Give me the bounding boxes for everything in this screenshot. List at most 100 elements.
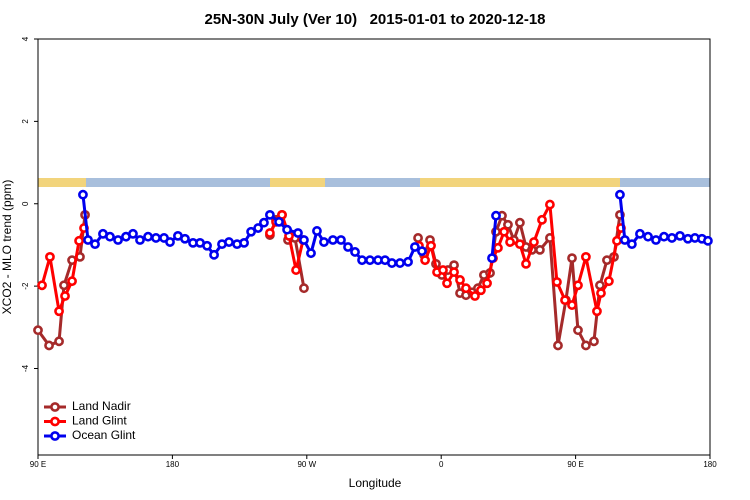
data-point (60, 291, 70, 301)
data-point (589, 336, 599, 347)
data-point (514, 239, 525, 250)
data-point (357, 255, 367, 266)
data-point (659, 231, 669, 242)
data-point (224, 237, 234, 247)
data-point (253, 223, 264, 233)
data-point (265, 228, 275, 238)
data-point (595, 280, 605, 291)
data-point (545, 199, 555, 210)
data-point (505, 237, 515, 247)
data-point (365, 255, 375, 266)
data-point (410, 242, 420, 252)
legend-label: Land Nadir (72, 399, 131, 413)
data-point (293, 228, 303, 238)
data-point (67, 276, 77, 287)
land-ocean-strip (38, 178, 710, 187)
data-point (581, 340, 591, 351)
data-point (202, 240, 212, 251)
data-point (403, 256, 413, 267)
data-point (209, 249, 219, 260)
data-point (413, 233, 423, 243)
data-point (328, 235, 338, 245)
plot-frame (37, 38, 711, 456)
data-point (493, 242, 503, 253)
data-point (83, 235, 93, 245)
data-point (350, 247, 360, 257)
data-point (560, 295, 570, 306)
y-tick-label: -2 (21, 282, 30, 290)
legend-label: Land Glint (72, 414, 127, 428)
data-point (387, 258, 397, 268)
data-point (615, 189, 625, 200)
data-point (74, 235, 84, 246)
data-point (113, 235, 123, 245)
data-point (54, 306, 64, 317)
x-tick-label: 180 (703, 460, 717, 469)
data-point (552, 277, 562, 287)
data-point (619, 235, 630, 245)
x-axis-label: Longitude (349, 476, 402, 490)
data-point (33, 325, 43, 336)
data-point (343, 242, 353, 252)
data-point (476, 285, 486, 296)
data-point (291, 265, 301, 275)
data-point (299, 283, 309, 294)
data-point (703, 235, 713, 246)
data-point (567, 300, 577, 310)
data-point (635, 228, 645, 239)
data-point (573, 280, 583, 291)
legend-label: Ocean Glint (72, 428, 136, 442)
data-point (128, 228, 138, 239)
y-tick-label: 2 (21, 119, 30, 124)
data-point (319, 237, 329, 247)
data-point (455, 275, 465, 285)
data-point (537, 214, 547, 225)
data-point (78, 189, 88, 200)
legend-marker (50, 416, 60, 427)
y-axis-label: XCO2 - MLO trend (ppm) (0, 180, 14, 315)
data-point (612, 235, 622, 246)
data-point (395, 258, 405, 268)
data-point (265, 209, 275, 220)
data-point (596, 288, 606, 299)
data-point (442, 278, 452, 289)
legend-marker (50, 431, 60, 441)
data-point (487, 253, 497, 264)
data-point (90, 239, 100, 250)
data-point (449, 267, 459, 278)
data-point (514, 217, 525, 228)
land-strip (270, 178, 325, 187)
ocean-strip (38, 178, 710, 187)
data-point (592, 306, 602, 317)
data-point (417, 246, 427, 257)
y-tick-label: 0 (21, 201, 30, 206)
data-point (535, 244, 545, 255)
data-point (482, 278, 492, 289)
data-point (259, 217, 269, 228)
data-point (54, 336, 64, 347)
data-point (503, 219, 513, 230)
data-point (282, 224, 292, 235)
data-point (667, 233, 677, 243)
data-point (336, 235, 346, 245)
x-tick-label: 180 (166, 460, 180, 469)
x-tick-label: 0 (439, 460, 444, 469)
data-point (438, 265, 448, 275)
series-line (40, 203, 623, 313)
data-point (299, 235, 309, 245)
data-point (239, 237, 249, 248)
x-tick-label: 90 E (30, 460, 46, 469)
data-point (59, 280, 69, 291)
data-point (312, 226, 322, 236)
data-point (470, 291, 480, 301)
data-point (135, 235, 145, 245)
data-point (675, 230, 685, 241)
data-point (44, 340, 54, 351)
data-point (491, 210, 501, 221)
data-point (461, 283, 471, 294)
land-strip (420, 178, 620, 187)
data-point (37, 280, 47, 291)
data-point (274, 216, 284, 227)
data-point (499, 226, 509, 237)
